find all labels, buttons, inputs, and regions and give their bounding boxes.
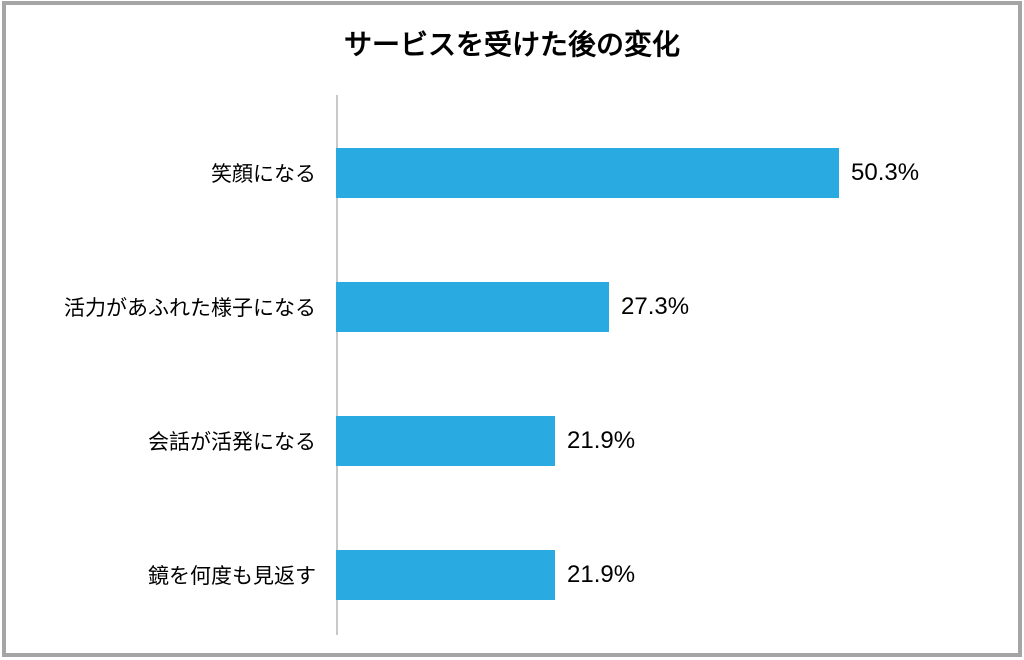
- chart-title: サービスを受けた後の変化: [6, 23, 1018, 63]
- bar-row: 笑顔になる 50.3%: [336, 148, 919, 198]
- bar-row: 鏡を何度も見返す 21.9%: [336, 550, 635, 600]
- bar: [336, 416, 555, 466]
- chart-frame: サービスを受けた後の変化 笑顔になる 50.3% 活力があふれた様子になる 27…: [2, 1, 1022, 657]
- bar: [336, 550, 555, 600]
- category-label: 鏡を何度も見返す: [148, 560, 336, 590]
- bar-row: 活力があふれた様子になる 27.3%: [336, 282, 689, 332]
- value-label: 50.3%: [851, 159, 919, 187]
- category-label: 会話が活発になる: [148, 426, 336, 456]
- value-label: 27.3%: [621, 293, 689, 321]
- bar: [336, 148, 839, 198]
- category-label: 笑顔になる: [211, 158, 336, 188]
- bar: [336, 282, 609, 332]
- bar-row: 会話が活発になる 21.9%: [336, 416, 635, 466]
- value-label: 21.9%: [567, 561, 635, 589]
- category-label: 活力があふれた様子になる: [64, 292, 336, 322]
- value-label: 21.9%: [567, 427, 635, 455]
- plot-area: 笑顔になる 50.3% 活力があふれた様子になる 27.3% 会話が活発になる …: [336, 95, 996, 635]
